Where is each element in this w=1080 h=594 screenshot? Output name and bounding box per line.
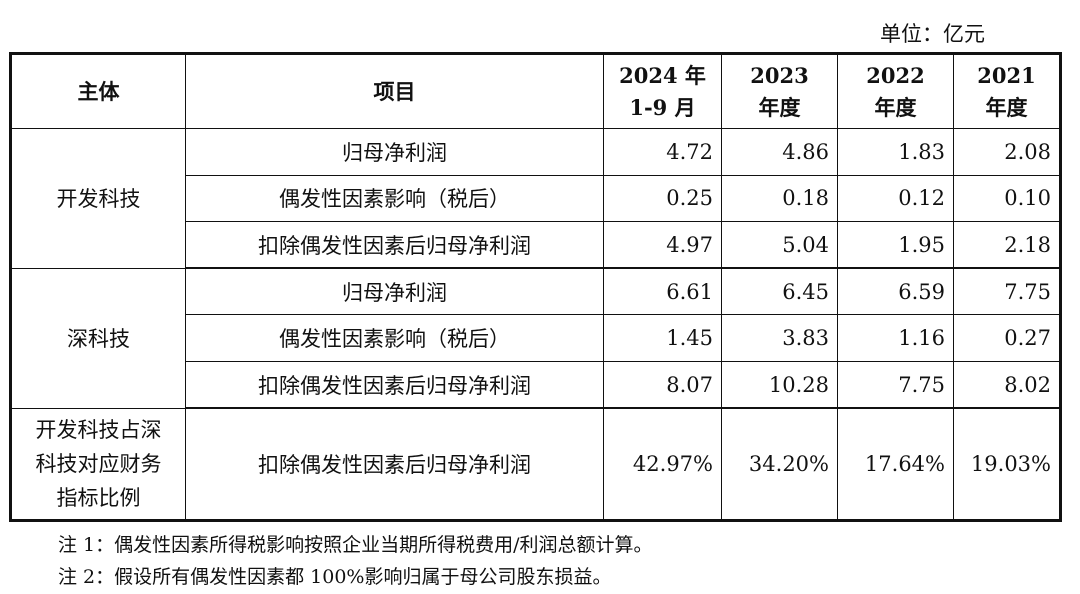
footnote-1: 注 1：偶发性因素所得税影响按照企业当期所得税费用/利润总额计算。 (58, 534, 653, 556)
ratio-row: 开发科技占深 科技对应财务 指标比例 扣除偶发性因素后归母净利润 42.97% … (10, 407, 1061, 522)
value-cell: 2.08 (953, 128, 1061, 176)
value-cell: 1.83 (837, 128, 954, 176)
table-row: 深科技 归母净利润 6.61 6.45 6.59 7.75 (10, 267, 1061, 409)
table-row: 扣除偶发性因素后归母净利润 4.97 5.04 1.95 2.18 (11, 221, 1061, 270)
item-cell: 偶发性因素影响（税后） (185, 174, 604, 223)
value-cell: 0.10 (953, 174, 1061, 223)
table-row: 扣除偶发性因素后归母净利润 8.07 10.28 7.75 8.02 (11, 360, 1061, 410)
footnote-2: 注 2：假设所有偶发性因素都 100%影响归属于母公司股东损益。 (58, 566, 612, 588)
ratio-value-cell: 34.20% (721, 407, 838, 522)
value-cell: 2.18 (953, 221, 1061, 270)
value-cell: 7.75 (837, 360, 954, 410)
value-cell: 4.72 (603, 128, 722, 176)
value-cell: 6.61 (603, 267, 722, 316)
value-cell: 0.27 (953, 314, 1061, 362)
value-cell: 0.12 (837, 174, 954, 223)
entity-cell: 开发科技 (10, 128, 186, 269)
ratio-group: 开发科技占深 科技对应财务 指标比例 扣除偶发性因素后归母净利润 42.97% … (10, 407, 1061, 522)
ratio-item-cell: 扣除偶发性因素后归母净利润 (185, 407, 604, 522)
value-cell: 4.86 (721, 128, 838, 176)
unit-label: 单位：亿元 (880, 22, 985, 46)
value-cell: 5.04 (721, 221, 838, 270)
value-cell: 10.28 (721, 360, 838, 410)
item-cell: 归母净利润 (185, 267, 604, 316)
value-cell: 6.45 (721, 267, 838, 316)
item-cell: 归母净利润 (185, 128, 604, 176)
value-cell: 1.45 (603, 314, 722, 362)
ratio-value-cell: 17.64% (837, 407, 954, 522)
value-cell: 1.16 (837, 314, 954, 362)
item-cell: 偶发性因素影响（税后） (185, 314, 604, 362)
header-entity: 主体 (10, 53, 186, 129)
item-cell: 扣除偶发性因素后归母净利润 (185, 360, 604, 410)
value-cell: 0.18 (721, 174, 838, 223)
value-cell: 0.25 (603, 174, 722, 223)
header-period-2024: 2024 年 1-9 月 (603, 53, 722, 129)
group-kaifa: 开发科技 归母净利润 4.72 4.86 1.83 2.08 偶发性因素影响（税… (10, 128, 1061, 270)
value-cell: 6.59 (837, 267, 954, 316)
item-cell: 扣除偶发性因素后归母净利润 (185, 221, 604, 270)
header-period-2023: 2023 年度 (721, 53, 838, 129)
value-cell: 3.83 (721, 314, 838, 362)
table-row: 开发科技 归母净利润 4.72 4.86 1.83 2.08 (10, 128, 1061, 269)
value-cell: 8.07 (603, 360, 722, 410)
value-cell: 1.95 (837, 221, 954, 270)
value-cell: 4.97 (603, 221, 722, 270)
group-shenkeji: 深科技 归母净利润 6.61 6.45 6.59 7.75 偶发性因素影响（税后… (10, 267, 1061, 410)
ratio-value-cell: 42.97% (603, 407, 722, 522)
ratio-value-cell: 19.03% (953, 407, 1061, 522)
value-cell: 8.02 (953, 360, 1061, 410)
table-row: 偶发性因素影响（税后） 1.45 3.83 1.16 0.27 (11, 314, 1061, 362)
value-cell: 7.75 (953, 267, 1061, 316)
financial-table: 主体 项目 2024 年 1-9 月 2023 年度 2022 年度 2021 … (9, 52, 1062, 522)
header-row: 主体 项目 2024 年 1-9 月 2023 年度 2022 年度 2021 … (10, 53, 1061, 129)
ratio-entity-cell: 开发科技占深 科技对应财务 指标比例 (10, 407, 186, 522)
header-item: 项目 (185, 53, 604, 129)
header-period-2021: 2021 年度 (953, 53, 1061, 129)
header-period-2022: 2022 年度 (837, 53, 954, 129)
entity-cell: 深科技 (10, 267, 186, 409)
